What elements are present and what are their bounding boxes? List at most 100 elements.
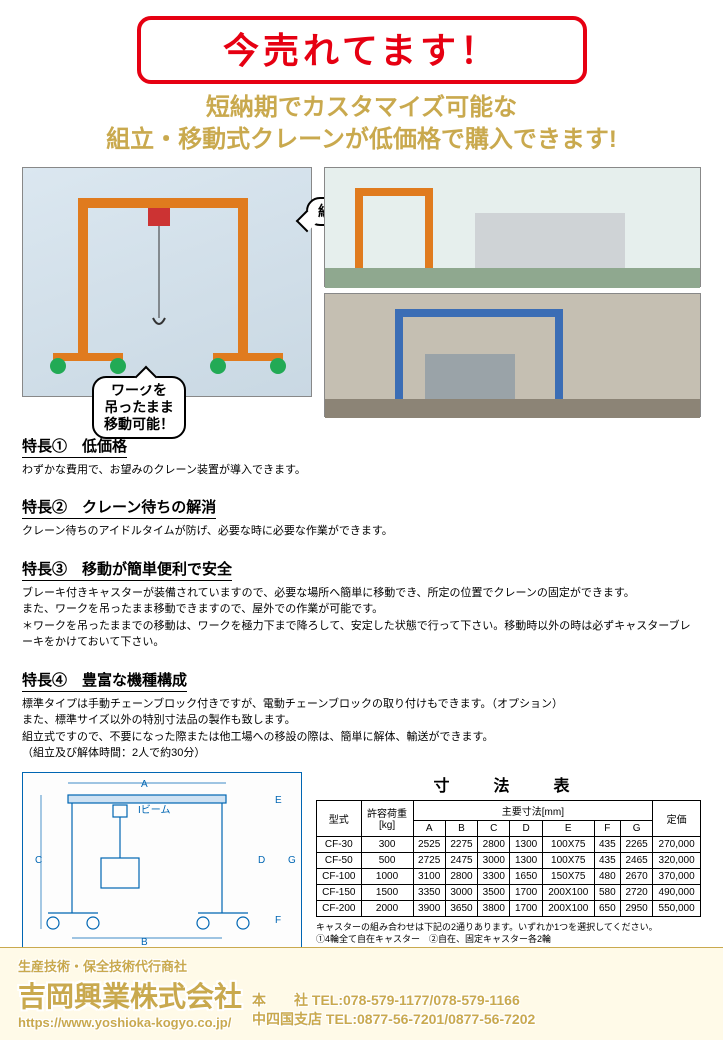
headline-banner: 今売れてます！ <box>137 16 587 84</box>
table-cell: 480 <box>594 868 620 884</box>
table-cell: 300 <box>361 836 413 852</box>
th-col-G: G <box>620 820 652 836</box>
dimension-diagram: A B C D E F G Iビーム <box>22 772 302 950</box>
footer-contacts: 本 社 TEL:078-579-1177/078-579-1166 中四国支店 … <box>252 991 535 1030</box>
dim-label-g: G <box>288 855 296 866</box>
table-cell: CF-100 <box>317 868 362 884</box>
headline-text: 今売れてます！ <box>151 22 573 74</box>
feature-4: 特長④ 豊富な機種構成標準タイプは手動チェーンブロック付きですが、電動チェーンブ… <box>22 669 701 762</box>
hq-label: 本 社 <box>252 992 308 1008</box>
th-load: 許容荷重[kg] <box>361 800 413 836</box>
feature-2: 特長② クレーン待ちの解消クレーン待ちのアイドルタイムが防げ、必要な時に必要な作… <box>22 496 701 540</box>
feature-1-body: わずかな費用で、お望みのクレーン装置が導入できます。 <box>22 462 701 479</box>
table-cell: 2670 <box>620 868 652 884</box>
feature-3-body: ブレーキ付きキャスターが装備されていますので、必要な場所へ簡単に移動でき、所定の… <box>22 585 701 651</box>
table-cell: 2265 <box>620 836 652 852</box>
scene-1-illustration <box>325 168 700 288</box>
table-cell: 320,000 <box>653 852 701 868</box>
table-row: CF-505002725247530001300100X754352465320… <box>317 852 701 868</box>
dimension-diagram-box: A B C D E F G Iビーム ※特殊寸法品も設計、製作致します。 <box>22 772 302 971</box>
table-cell: 2800 <box>445 868 477 884</box>
table-cell: CF-50 <box>317 852 362 868</box>
usage-photo-2 <box>324 293 701 417</box>
table-cell: CF-200 <box>317 900 362 916</box>
table-cell: 150X75 <box>542 868 594 884</box>
table-cell: 3100 <box>413 868 445 884</box>
table-cell: CF-30 <box>317 836 362 852</box>
features-section: 特長① 低価格わずかな費用で、お望みのクレーン装置が導入できます。特長② クレー… <box>22 435 701 762</box>
table-cell: 500 <box>361 852 413 868</box>
spec-section: 寸 法 表 型式 許容荷重[kg] 主要寸法[mm] 定価 ABCDEFG CF… <box>316 772 701 971</box>
table-cell: 2465 <box>620 852 652 868</box>
table-cell: CF-150 <box>317 884 362 900</box>
spec-note-1: キャスターの組み合わせは下記の2通りあります。いずれか1つを選択してください。 <box>316 921 701 934</box>
table-cell: 650 <box>594 900 620 916</box>
table-cell: 3800 <box>478 900 510 916</box>
table-cell: 2525 <box>413 836 445 852</box>
table-cell: 3000 <box>445 884 477 900</box>
spec-table: 型式 許容荷重[kg] 主要寸法[mm] 定価 ABCDEFG CF-30300… <box>316 800 701 917</box>
th-col-A: A <box>413 820 445 836</box>
th-col-F: F <box>594 820 620 836</box>
table-cell: 1300 <box>510 852 542 868</box>
feature-3-title: 特長③ 移動が簡単便利で安全 <box>22 558 232 581</box>
table-cell: 1300 <box>510 836 542 852</box>
table-cell: 2950 <box>620 900 652 916</box>
feature-1: 特長① 低価格わずかな費用で、お望みのクレーン装置が導入できます。 <box>22 435 701 479</box>
photo-row: 組立式 ワークを吊ったまま移動可能！ <box>22 167 701 417</box>
feature-3: 特長③ 移動が簡単便利で安全ブレーキ付きキャスターが装備されていますので、必要な… <box>22 558 701 651</box>
th-col-D: D <box>510 820 542 836</box>
table-row: CF-15015003350300035001700200X1005802720… <box>317 884 701 900</box>
table-cell: 270,000 <box>653 836 701 852</box>
table-cell: 2720 <box>620 884 652 900</box>
table-cell: 200X100 <box>542 900 594 916</box>
table-cell: 3350 <box>413 884 445 900</box>
spec-note-2: ①4輪全て自在キャスター ②自在、固定キャスター各2輪 <box>316 933 701 946</box>
feature-4-body: 標準タイプは手動チェーンブロック付きですが、電動チェーンブロックの取り付けもでき… <box>22 696 701 762</box>
main-photo-container: 組立式 ワークを吊ったまま移動可能！ <box>22 167 312 417</box>
product-photo-main <box>22 167 312 397</box>
th-col-B: B <box>445 820 477 836</box>
table-cell: 3000 <box>478 852 510 868</box>
table-cell: 2275 <box>445 836 477 852</box>
table-cell: 1700 <box>510 900 542 916</box>
spec-title: 寸 法 表 <box>316 772 701 796</box>
branch-tel: TEL:0877-56-7201/0877-56-7202 <box>326 1011 535 1027</box>
table-cell: 370,000 <box>653 868 701 884</box>
feature-2-body: クレーン待ちのアイドルタイムが防げ、必要な時に必要な作業ができます。 <box>22 523 701 540</box>
hq-tel: TEL:078-579-1177/078-579-1166 <box>312 992 520 1008</box>
dim-label-d: D <box>258 855 265 866</box>
table-cell: 3300 <box>478 868 510 884</box>
table-cell: 2475 <box>445 852 477 868</box>
callout-movable-text: ワークを吊ったまま移動可能！ <box>104 382 174 432</box>
dim-label-a: A <box>141 779 148 790</box>
footer: 生産技術・保全技術代行商社 吉岡興業株式会社 https://www.yoshi… <box>0 947 723 1040</box>
table-cell: 3650 <box>445 900 477 916</box>
th-col-C: C <box>478 820 510 836</box>
feature-4-title: 特長④ 豊富な機種構成 <box>22 669 187 692</box>
table-cell: 1500 <box>361 884 413 900</box>
usage-photo-1 <box>324 167 701 287</box>
table-cell: 580 <box>594 884 620 900</box>
table-cell: 550,000 <box>653 900 701 916</box>
crane-illustration <box>23 168 313 398</box>
table-cell: 100X75 <box>542 836 594 852</box>
company-url: https://www.yoshioka-kogyo.co.jp/ <box>18 1015 242 1030</box>
th-model: 型式 <box>317 800 362 836</box>
table-row: CF-10010003100280033001650150X7548026703… <box>317 868 701 884</box>
table-row: CF-20020003900365038001700200X1006502950… <box>317 900 701 916</box>
th-col-E: E <box>542 820 594 836</box>
table-cell: 100X75 <box>542 852 594 868</box>
th-price: 定価 <box>653 800 701 836</box>
feature-2-title: 特長② クレーン待ちの解消 <box>22 496 216 519</box>
table-cell: 2000 <box>361 900 413 916</box>
th-dims: 主要寸法[mm] <box>413 800 653 820</box>
table-cell: 2800 <box>478 836 510 852</box>
table-cell: 1650 <box>510 868 542 884</box>
table-cell: 435 <box>594 836 620 852</box>
subheadline: 短納期でカスタマイズ可能な組立・移動式クレーンが低価格で購入できます! <box>20 92 703 157</box>
table-cell: 200X100 <box>542 884 594 900</box>
company-name: 吉岡興業株式会社 <box>18 975 242 1015</box>
scene-2-illustration <box>325 294 700 418</box>
branch-label: 中四国支店 <box>252 1011 322 1027</box>
